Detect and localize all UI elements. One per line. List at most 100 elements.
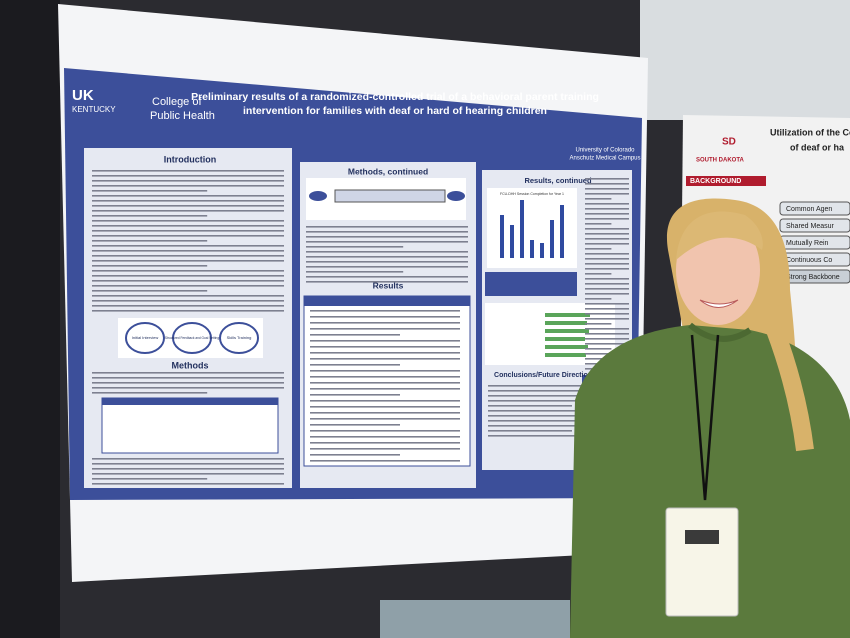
text-line bbox=[488, 415, 628, 417]
chart-title: FCU-DHH Session Completion for Year 1 bbox=[500, 192, 564, 196]
logo-college: Public Health bbox=[150, 110, 215, 122]
text-line bbox=[585, 283, 629, 285]
text-line bbox=[92, 210, 284, 212]
text-line bbox=[92, 290, 208, 292]
text-line bbox=[92, 468, 284, 470]
flow-label: Skills Training bbox=[227, 335, 252, 340]
text-line bbox=[310, 376, 460, 378]
text-line bbox=[585, 213, 629, 215]
text-line bbox=[92, 392, 208, 394]
text-line bbox=[92, 387, 284, 389]
text-line bbox=[310, 388, 460, 390]
box-label: Continuous Co bbox=[786, 257, 832, 264]
box-label: Mutually Rein bbox=[786, 240, 829, 247]
text-line bbox=[310, 394, 400, 396]
box-label: Strong Backbone bbox=[786, 274, 840, 281]
box bbox=[779, 201, 850, 216]
section-heading: Introduction bbox=[164, 154, 217, 164]
text-line bbox=[92, 200, 284, 202]
flow-node bbox=[219, 322, 259, 354]
text-line bbox=[306, 231, 468, 233]
timeline-node bbox=[309, 191, 327, 201]
text-line bbox=[585, 243, 629, 245]
text-line bbox=[92, 190, 208, 192]
text-line bbox=[585, 288, 629, 290]
section-heading: Results, continued bbox=[524, 176, 592, 185]
text-line bbox=[488, 435, 628, 437]
text-line bbox=[585, 228, 629, 230]
text-line bbox=[585, 233, 629, 235]
box-label: Common Agen bbox=[786, 206, 832, 213]
text-line bbox=[310, 400, 460, 402]
text-line bbox=[92, 377, 284, 379]
partner: Anschutz Medical Campus bbox=[569, 156, 640, 162]
text-line bbox=[92, 255, 284, 257]
text-line bbox=[585, 338, 629, 340]
poster-title: Preliminary results of a randomized-cont… bbox=[191, 91, 599, 103]
flow-node bbox=[125, 322, 165, 354]
text-line bbox=[92, 310, 284, 312]
logo-sd: SD bbox=[722, 137, 736, 148]
chart-bars bbox=[500, 200, 564, 258]
text-line bbox=[306, 281, 468, 283]
section-heading: Methods, continued bbox=[348, 166, 428, 176]
text-line bbox=[92, 220, 284, 222]
text-line bbox=[92, 305, 284, 307]
poster-title: intervention for families with deaf or h… bbox=[243, 105, 547, 117]
text-line bbox=[310, 460, 460, 462]
text-line bbox=[585, 318, 629, 320]
text-line bbox=[92, 170, 284, 172]
text-line bbox=[92, 185, 284, 187]
text-line bbox=[310, 406, 460, 408]
callout bbox=[485, 272, 577, 296]
text-line bbox=[310, 436, 460, 438]
text-line bbox=[306, 276, 468, 278]
text-line bbox=[488, 430, 572, 432]
board-edge bbox=[0, 0, 60, 638]
text-line bbox=[488, 425, 628, 427]
floor bbox=[380, 600, 570, 638]
text-line bbox=[310, 418, 460, 420]
section-band bbox=[686, 176, 766, 186]
text-line bbox=[585, 203, 629, 205]
text-line bbox=[488, 410, 628, 412]
window-light bbox=[640, 0, 850, 120]
text-line bbox=[310, 358, 460, 360]
logo-uk: UK bbox=[72, 87, 94, 104]
text-line bbox=[585, 258, 629, 260]
text-line bbox=[585, 333, 629, 335]
text-line bbox=[92, 215, 208, 217]
table-header bbox=[102, 398, 278, 405]
logo-kentucky: KENTUCKY bbox=[72, 105, 116, 114]
text-line bbox=[92, 372, 284, 374]
timeline-node bbox=[447, 191, 465, 201]
text-line bbox=[585, 313, 629, 315]
logo-college: College of bbox=[152, 96, 202, 108]
text-line bbox=[310, 346, 460, 348]
smile bbox=[699, 299, 739, 308]
text-line bbox=[92, 225, 284, 227]
university: SOUTH DAKOTA bbox=[696, 158, 745, 164]
text-line bbox=[306, 271, 404, 273]
text-line bbox=[310, 370, 460, 372]
text-line bbox=[585, 293, 629, 295]
text-line bbox=[306, 261, 468, 263]
text-line bbox=[92, 463, 284, 465]
text-line bbox=[585, 238, 629, 240]
table-header bbox=[304, 296, 470, 306]
text-line bbox=[92, 205, 284, 207]
hair-front bbox=[676, 211, 763, 260]
poster-title: of deaf or ha bbox=[790, 142, 845, 152]
box bbox=[779, 218, 850, 233]
text-line bbox=[92, 382, 284, 384]
text-line bbox=[585, 273, 612, 275]
text-line bbox=[310, 310, 460, 312]
text-line bbox=[92, 300, 284, 302]
text-line bbox=[306, 251, 468, 253]
text-line bbox=[585, 198, 612, 200]
text-line bbox=[92, 250, 284, 252]
text-line bbox=[488, 405, 572, 407]
text-line bbox=[310, 412, 460, 414]
text-line bbox=[310, 430, 460, 432]
text-line bbox=[306, 226, 468, 228]
